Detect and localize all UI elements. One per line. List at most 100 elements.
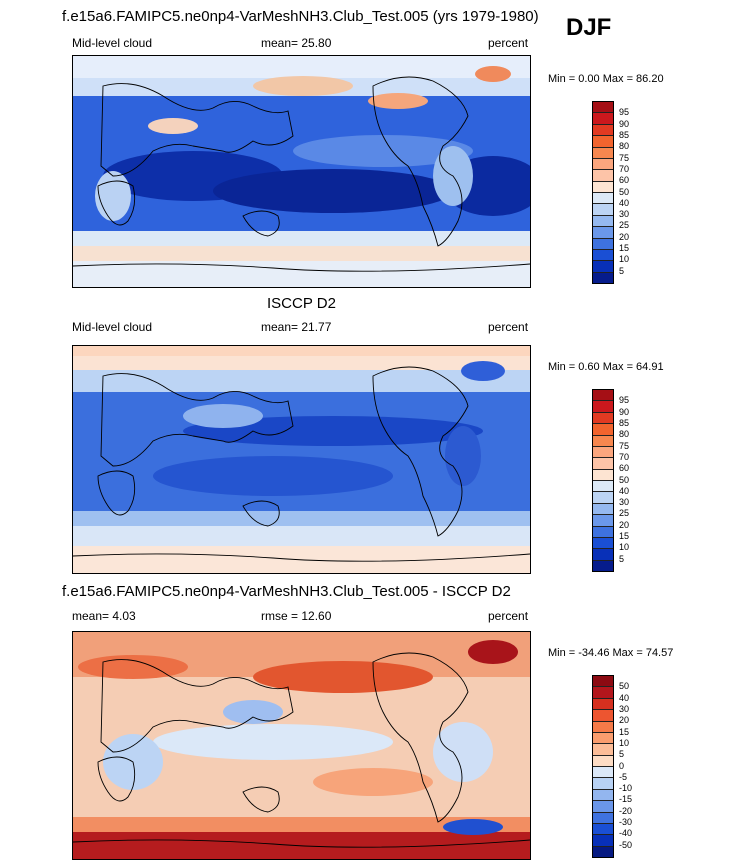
colorbar-tick-label: 10 — [619, 542, 630, 553]
colorbar-tick-label: 50 — [619, 681, 630, 692]
colorbar-tick-label: 70 — [619, 451, 630, 462]
colorbar-segment — [593, 215, 613, 228]
colorbar-segment — [593, 526, 613, 538]
colorbar-tick-label: 50 — [619, 474, 630, 485]
colorbar-tick-label: 60 — [619, 175, 630, 186]
colorbar-segment — [593, 789, 613, 802]
colorbar-segment — [593, 778, 613, 790]
colorbar-segment — [593, 549, 613, 561]
colorbar-tick-label: -10 — [619, 783, 633, 794]
colorbar-segment — [593, 755, 613, 767]
colorbar-segment — [593, 469, 613, 481]
colorbar-tick-label: 70 — [619, 163, 630, 174]
colorbar-segment — [593, 181, 613, 193]
colorbar-tick-label: 15 — [619, 243, 630, 254]
season-label: DJF — [566, 14, 612, 41]
colorbar-segment — [593, 767, 613, 779]
colorbar-segment — [593, 238, 613, 250]
colorbar-tick-label: 80 — [619, 141, 630, 152]
colorbar-segment — [593, 113, 613, 125]
colorbar-segment — [593, 193, 613, 205]
panel3-title: f.e15a6.FAMIPC5.ne0np4-VarMeshNH3.Club_T… — [62, 583, 511, 600]
panel3-mean-label: mean= 4.03 — [72, 609, 136, 623]
colorbar-tick-label: 5 — [619, 553, 625, 564]
colorbar-segment — [593, 136, 613, 148]
colorbar-tick-label: 0 — [619, 760, 625, 771]
panel2-colorbar — [592, 389, 614, 572]
colorbar-segment — [593, 147, 613, 159]
panel3-rmse-label: rmse = 12.60 — [261, 609, 332, 623]
colorbar-segment — [593, 446, 613, 459]
colorbar-tick-label: 25 — [619, 220, 630, 231]
panel1-map — [72, 55, 531, 288]
colorbar-tick-label: 30 — [619, 703, 630, 714]
colorbar-segment — [593, 560, 613, 571]
panel2-units-label: percent — [488, 320, 529, 334]
colorbar-tick-label: 60 — [619, 463, 630, 474]
colorbar-segment — [593, 435, 613, 447]
colorbar-tick-label: 25 — [619, 508, 630, 519]
colorbar-tick-label: -20 — [619, 805, 633, 816]
colorbar-tick-label: 20 — [619, 715, 630, 726]
colorbar-segment — [593, 272, 613, 283]
colorbar-tick-label: 15 — [619, 726, 630, 737]
colorbar-segment — [593, 390, 613, 402]
colorbar-segment — [593, 823, 613, 836]
colorbar-segment — [593, 227, 613, 239]
colorbar-segment — [593, 846, 613, 857]
colorbar-segment — [593, 481, 613, 493]
colorbar-segment — [593, 124, 613, 137]
colorbar-segment — [593, 412, 613, 425]
colorbar-segment — [593, 492, 613, 504]
colorbar-tick-label: -5 — [619, 771, 628, 782]
panel2-title: ISCCP D2 — [267, 295, 336, 312]
colorbar-tick-label: 20 — [619, 519, 630, 530]
colorbar-segment — [593, 537, 613, 550]
panel2-map — [72, 345, 531, 574]
colorbar-tick-label: 40 — [619, 485, 630, 496]
colorbar-tick-label: 40 — [619, 197, 630, 208]
panel3-colorbar — [592, 675, 614, 858]
colorbar-tick-label: 40 — [619, 692, 630, 703]
colorbar-tick-label: 95 — [619, 395, 630, 406]
colorbar-segment — [593, 458, 613, 470]
panel2-minmax: Min = 0.60 Max = 64.91 — [548, 361, 664, 373]
panel3-units-label: percent — [488, 609, 529, 623]
colorbar-tick-label: 75 — [619, 152, 630, 163]
colorbar-segment — [593, 801, 613, 813]
colorbar-tick-label: 75 — [619, 440, 630, 451]
colorbar-segment — [593, 698, 613, 711]
colorbar-tick-label: 10 — [619, 254, 630, 265]
colorbar-tick-label: 15 — [619, 531, 630, 542]
colorbar-segment — [593, 676, 613, 688]
panel2-mean-label: mean= 21.77 — [261, 320, 332, 334]
colorbar-segment — [593, 249, 613, 262]
colorbar-tick-label: 5 — [619, 265, 625, 276]
colorbar-tick-label: 90 — [619, 118, 630, 129]
colorbar-tick-label: -30 — [619, 817, 633, 828]
colorbar-tick-label: 30 — [619, 497, 630, 508]
colorbar-tick-label: 20 — [619, 231, 630, 242]
colorbar-tick-label: -40 — [619, 828, 633, 839]
colorbar-tick-label: 10 — [619, 737, 630, 748]
colorbar-segment — [593, 158, 613, 171]
colorbar-segment — [593, 687, 613, 699]
panel1-mean-label: mean= 25.80 — [261, 36, 332, 50]
colorbar-segment — [593, 503, 613, 516]
colorbar-tick-label: 50 — [619, 186, 630, 197]
colorbar-tick-label: 80 — [619, 429, 630, 440]
panel2-left-label: Mid-level cloud — [72, 320, 153, 334]
colorbar-segment — [593, 732, 613, 745]
colorbar-segment — [593, 401, 613, 413]
colorbar-segment — [593, 515, 613, 527]
colorbar-segment — [593, 721, 613, 733]
colorbar-segment — [593, 102, 613, 114]
panel1-minmax: Min = 0.00 Max = 86.20 — [548, 73, 664, 85]
colorbar-segment — [593, 170, 613, 182]
colorbar-segment — [593, 710, 613, 722]
colorbar-tick-label: -50 — [619, 839, 633, 850]
panel3-map — [72, 631, 531, 860]
colorbar-tick-label: 90 — [619, 406, 630, 417]
colorbar-segment — [593, 261, 613, 273]
colorbar-tick-label: 30 — [619, 209, 630, 220]
